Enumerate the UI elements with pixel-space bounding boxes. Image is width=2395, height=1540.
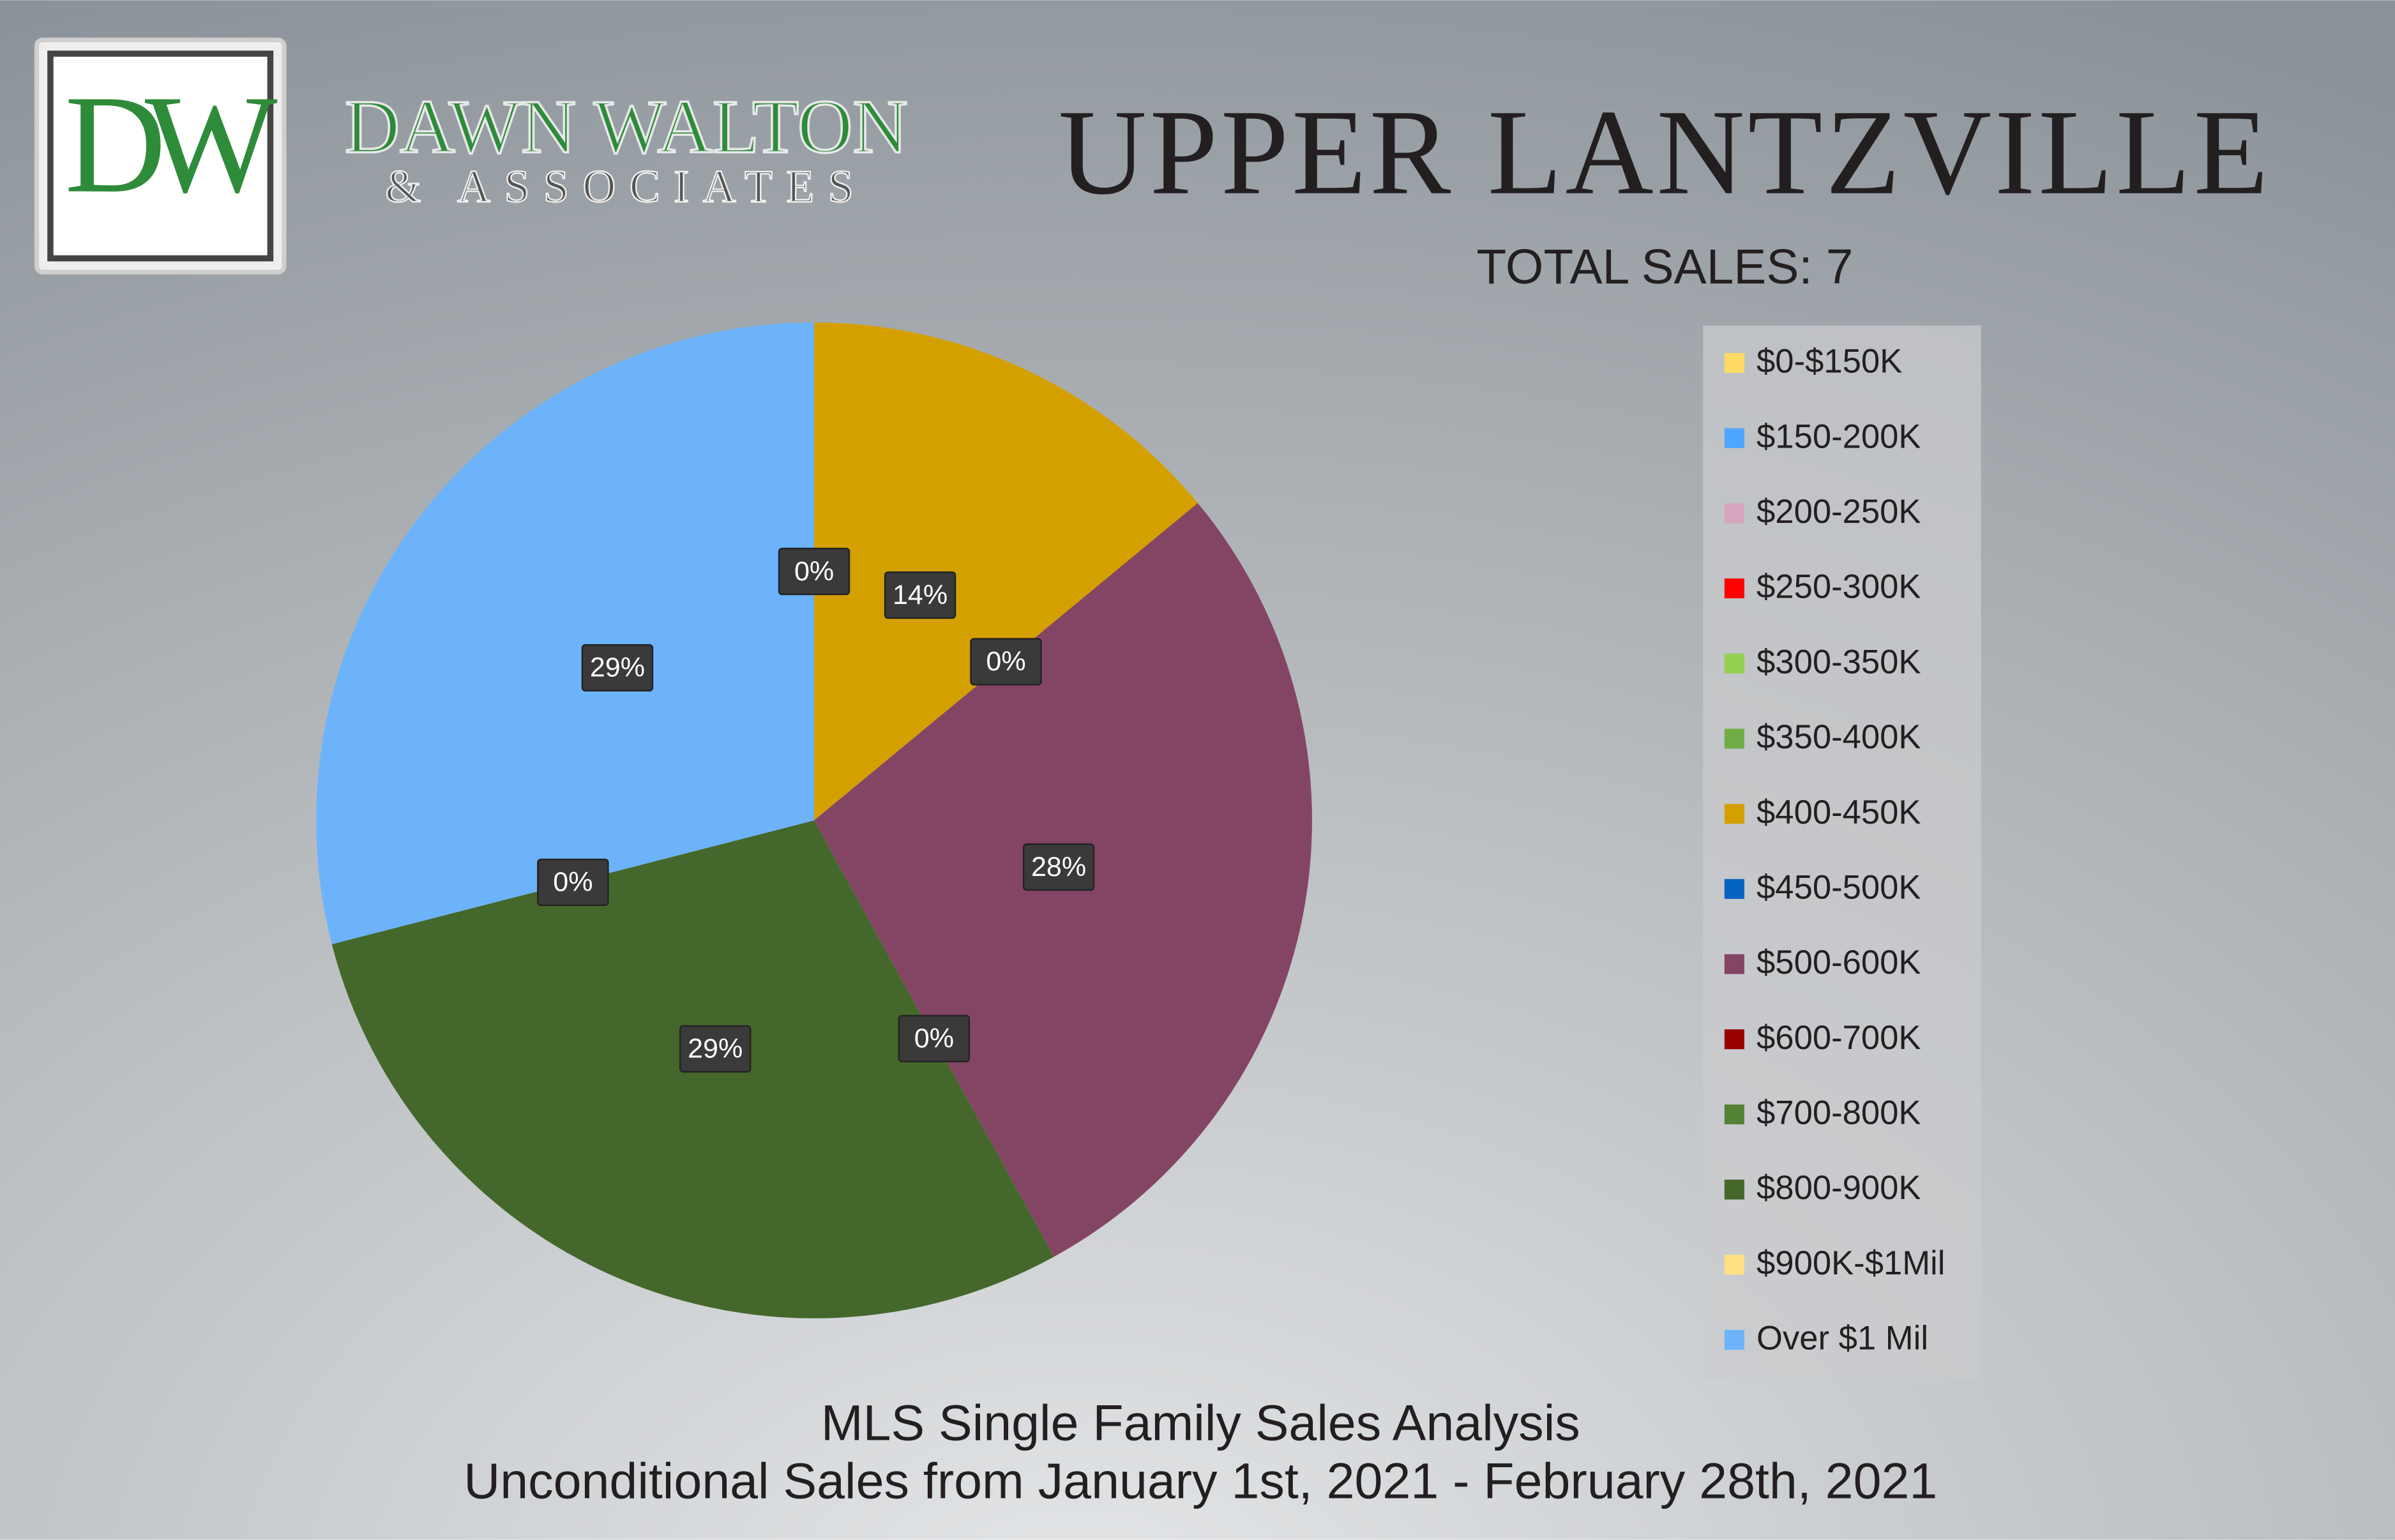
data-label: 28% <box>1031 852 1086 882</box>
legend-label: $800-900K <box>1757 1169 1921 1207</box>
legend-swatch <box>1724 728 1744 749</box>
data-label: 14% <box>893 580 948 610</box>
legend-label: $0-$150K <box>1757 343 1902 381</box>
legend-swatch <box>1724 1029 1744 1050</box>
legend-label: $150-200K <box>1757 418 1921 455</box>
legend-swatch <box>1724 1255 1744 1275</box>
legend-swatch <box>1724 352 1744 374</box>
legend-swatch <box>1724 653 1744 674</box>
data-label-box <box>884 571 956 619</box>
logo-initials: DW <box>64 66 277 222</box>
legend-label: $900K-$1Mil <box>1757 1244 1945 1282</box>
legend-swatch <box>1724 804 1744 824</box>
data-label-box <box>679 1025 752 1073</box>
legend-label: $350-400K <box>1757 718 1921 756</box>
legend-label: $700-800K <box>1757 1094 1921 1132</box>
legend-swatch <box>1724 1329 1744 1350</box>
legend-swatch <box>1724 1179 1744 1200</box>
logo-tagline: & ASSOCIATES <box>385 161 867 212</box>
legend-swatch <box>1724 578 1744 599</box>
legend-label: $400-450K <box>1757 794 1921 831</box>
legend-label: Over $1 Mil <box>1757 1320 1928 1357</box>
legend-label: $300-350K <box>1757 643 1921 681</box>
data-label: 0% <box>986 646 1025 677</box>
footer-line: MLS Single Family Sales Analysis <box>821 1395 1580 1451</box>
data-label-box <box>898 1015 971 1062</box>
footer-line: Unconditional Sales from January 1st, 20… <box>464 1453 1937 1509</box>
logo-name: DAWN WALTON <box>345 84 908 169</box>
legend-swatch <box>1724 1104 1744 1124</box>
data-label: 0% <box>914 1023 954 1053</box>
data-label-box <box>778 547 850 596</box>
data-label-box <box>1022 843 1095 891</box>
data-label-box <box>537 858 609 906</box>
legend-swatch <box>1724 954 1744 974</box>
data-label: 29% <box>590 653 645 683</box>
legend-label: $250-300K <box>1757 568 1921 606</box>
data-label-box <box>581 644 654 692</box>
pie-slice <box>814 322 1198 820</box>
legend-box <box>1703 325 1981 1378</box>
legend-swatch <box>1724 879 1744 899</box>
chart-subtitle: TOTAL SALES: 7 <box>1477 240 1854 294</box>
data-label: 0% <box>794 556 834 587</box>
logo-box <box>47 50 274 262</box>
legend-swatch <box>1724 428 1744 448</box>
legend-label: $450-500K <box>1757 868 1921 906</box>
legend-label: $200-250K <box>1757 493 1921 531</box>
legend-label: $600-700K <box>1757 1019 1921 1057</box>
data-label: 0% <box>553 867 593 898</box>
data-label-box <box>970 638 1042 686</box>
legend-swatch <box>1724 503 1744 524</box>
chart-title: UPPER LANTZVILLE <box>1059 85 2272 220</box>
legend-label: $500-600K <box>1757 944 1921 981</box>
data-label: 29% <box>688 1034 743 1064</box>
pie-slice <box>316 322 815 944</box>
